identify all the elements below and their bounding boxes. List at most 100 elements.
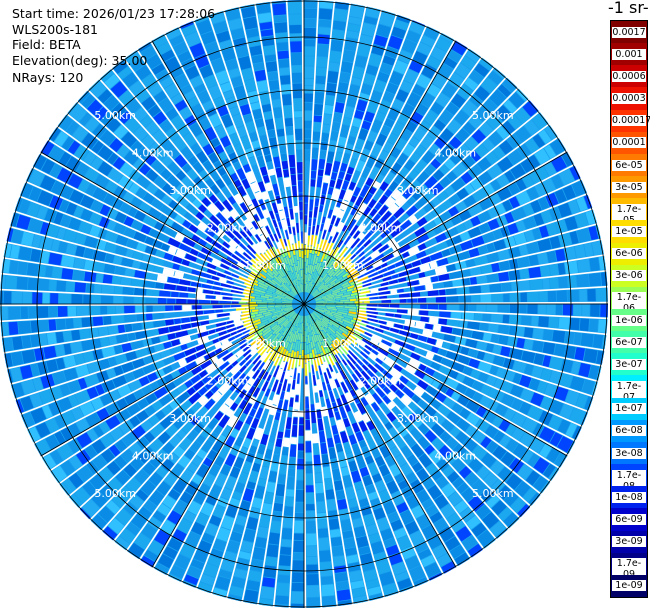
scan-cell <box>210 385 219 394</box>
scan-cell <box>152 34 168 48</box>
ray-gap <box>1 272 250 300</box>
scan-cell <box>467 321 480 330</box>
scan-cell <box>320 442 328 455</box>
scan-cell <box>195 257 208 267</box>
scan-cell <box>284 330 291 339</box>
scan-cell <box>315 300 325 303</box>
scan-cell <box>310 341 314 349</box>
scan-cell <box>425 246 437 256</box>
colorbar-tick-label: 1.7e-09 <box>612 558 646 581</box>
scan-cell <box>93 425 104 438</box>
scan-cell <box>285 489 295 497</box>
scan-cell <box>323 372 330 385</box>
ray-gap <box>33 328 256 444</box>
scan-cell <box>191 474 204 485</box>
scan-cell <box>176 285 188 292</box>
scan-cell <box>374 158 385 169</box>
scan-cell <box>418 423 430 435</box>
ray-gap <box>342 342 521 519</box>
scan-cell <box>157 503 171 517</box>
scan-cell <box>286 298 293 301</box>
scan-cell <box>367 378 378 390</box>
scan-cell <box>337 353 344 360</box>
scan-cell <box>351 289 361 294</box>
scan-cell <box>114 536 130 550</box>
scan-cell <box>345 452 355 462</box>
scan-cell <box>378 221 391 233</box>
scan-cell <box>321 364 326 373</box>
scan-cell <box>480 384 491 396</box>
scan-cell <box>129 494 144 509</box>
scan-cell <box>238 242 247 251</box>
scan-cell <box>30 363 40 377</box>
scan-cell <box>468 203 483 217</box>
scan-cell <box>155 282 164 290</box>
scan-cell <box>295 287 299 294</box>
scan-cell <box>425 504 439 517</box>
scan-cell <box>250 227 258 236</box>
scan-cell <box>384 188 393 198</box>
scan-cell <box>532 112 549 130</box>
scan-cell <box>380 528 394 541</box>
scan-cell <box>159 290 171 297</box>
scan-cell <box>215 266 225 273</box>
scan-cell <box>148 83 163 97</box>
scan-cell <box>293 98 303 111</box>
scan-cell <box>452 327 462 336</box>
scan-cell <box>341 339 349 346</box>
scan-cell <box>357 43 371 57</box>
scan-cell <box>307 315 311 324</box>
scan-cell <box>252 332 263 341</box>
scan-cell <box>315 402 321 410</box>
scan-cell <box>398 237 409 247</box>
scan-cell <box>301 259 304 269</box>
scan-cell <box>231 360 239 367</box>
scan-cell <box>507 149 524 165</box>
scan-cell <box>293 314 300 326</box>
scan-cell <box>236 125 248 138</box>
scan-cell <box>335 330 346 340</box>
scan-cell <box>590 304 600 317</box>
scan-cell <box>250 281 259 287</box>
scan-cell <box>400 304 408 309</box>
scan-cell <box>201 439 214 453</box>
scan-cell <box>307 286 311 293</box>
scan-cell <box>421 63 437 79</box>
scan-cell <box>222 234 231 243</box>
scan-cell <box>452 279 463 287</box>
scan-cell <box>28 169 45 187</box>
scan-cell <box>358 420 368 433</box>
scan-cell <box>335 293 344 297</box>
scan-cell <box>549 356 563 370</box>
scan-cell <box>65 156 81 172</box>
scan-cell <box>233 456 245 469</box>
scan-cell <box>532 340 544 353</box>
scan-cell <box>379 11 395 27</box>
scan-cell <box>245 248 256 259</box>
scan-cell <box>366 99 380 114</box>
scan-cell <box>284 283 291 291</box>
ray-gap <box>311 3 351 250</box>
scan-cell <box>184 191 196 203</box>
scan-cell <box>389 219 402 231</box>
scan-cell <box>462 121 476 135</box>
scan-cell <box>276 368 283 381</box>
scan-cell <box>388 180 399 192</box>
scan-cell <box>10 244 20 259</box>
scan-cell <box>113 60 128 74</box>
scan-cell <box>304 376 309 384</box>
scan-cell <box>290 285 298 295</box>
scan-cell <box>193 243 203 252</box>
scan-cell <box>69 494 83 508</box>
scan-cell <box>479 197 493 211</box>
scan-cell <box>408 413 418 423</box>
scan-cell <box>315 299 324 302</box>
scan-cell <box>253 427 264 441</box>
scan-cell <box>312 264 317 272</box>
scan-cell <box>280 455 288 465</box>
scan-cell <box>415 103 429 116</box>
scan-cell <box>363 348 371 355</box>
scan-cell <box>323 275 329 281</box>
scan-cell <box>383 269 396 278</box>
scan-cell <box>256 340 266 350</box>
